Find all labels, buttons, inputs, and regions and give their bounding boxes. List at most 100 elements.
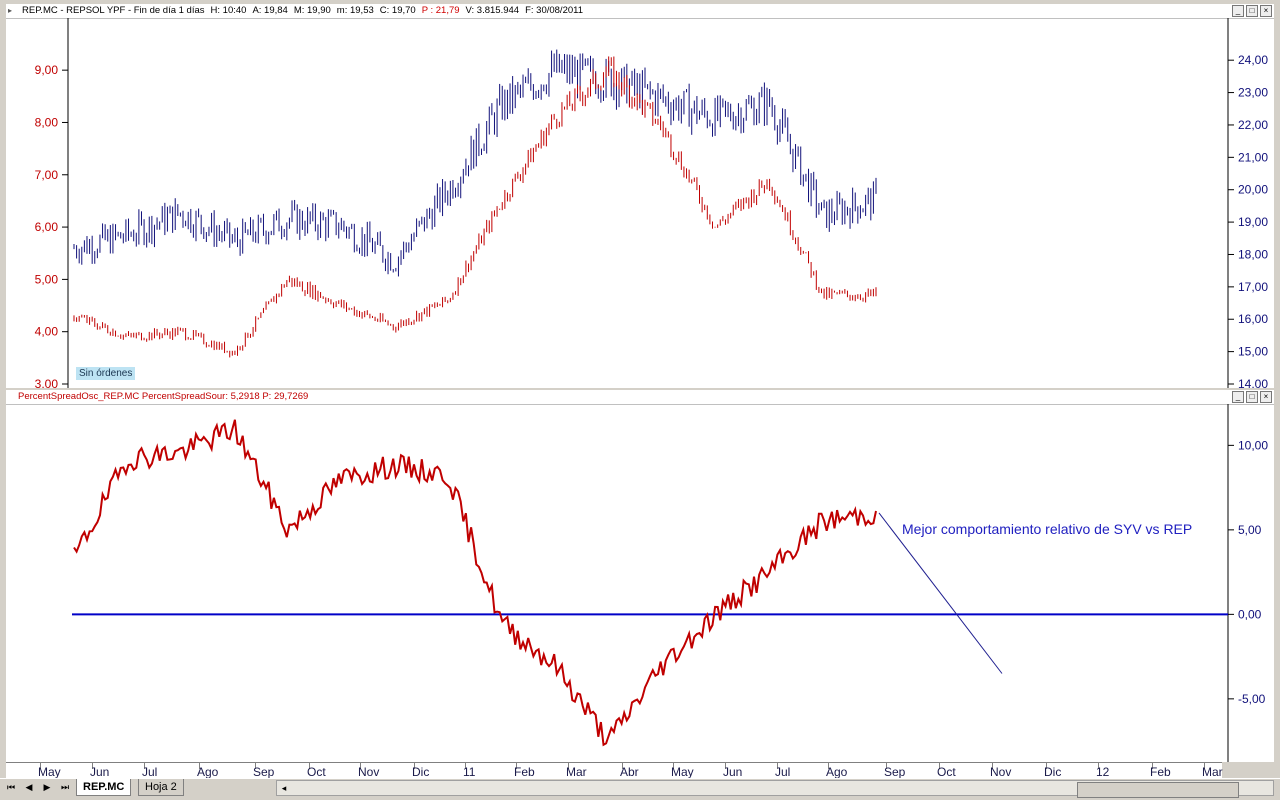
pane-menu-icon[interactable]: ▸ bbox=[8, 6, 13, 15]
x-axis-label: Feb bbox=[514, 765, 535, 779]
horizontal-scrollbar[interactable]: ◂ bbox=[276, 780, 1274, 798]
sheet-tab-bar: ⏮ ◀ ▶ ⏭ REP.MC Hoja 2 ◂ bbox=[0, 778, 1280, 798]
left-axis-tick-label: 3,00 bbox=[35, 377, 59, 388]
osc-axis-tick-label: 10,00 bbox=[1238, 438, 1268, 452]
time-axis: May Jun Jul Ago Sep Oct Nov Dic 11 Feb Mar Abr May Ju… bbox=[6, 762, 1223, 779]
ticker-label: REP.MC - REPSOL YPF - Fin de día 1 días bbox=[22, 5, 205, 16]
x-axis-label: Mar bbox=[1202, 765, 1223, 779]
left-axis-tick-label: 8,00 bbox=[35, 115, 59, 129]
x-axis-label: Feb bbox=[1150, 765, 1171, 779]
x-axis-label: Oct bbox=[307, 765, 326, 779]
x-axis-label: 12 bbox=[1096, 765, 1110, 779]
oscillator-line bbox=[73, 419, 877, 747]
x-axis-tick bbox=[568, 763, 569, 769]
right-axis-tick-label: 21,00 bbox=[1238, 150, 1268, 164]
x-axis-label: May bbox=[671, 765, 694, 779]
x-axis-tick bbox=[255, 763, 256, 769]
x-axis-label: Oct bbox=[937, 765, 956, 779]
x-axis-label: Sep bbox=[884, 765, 906, 779]
price-pane-window-buttons: _ □ × bbox=[1232, 5, 1272, 17]
x-axis-label: May bbox=[38, 765, 61, 779]
price-chart[interactable]: 9,00 8,00 7,00 6,00 5,00 4,00 3,00 24,00 23,00 22… bbox=[6, 18, 1274, 388]
tab-rep-mc[interactable]: REP.MC bbox=[76, 779, 132, 796]
oscillator-pane-titlebar: PercentSpreadOsc_REP.MC PercentSpreadSou… bbox=[6, 390, 1274, 405]
p-value: P : 21,79 bbox=[421, 5, 460, 16]
x-axis-label: Jun bbox=[723, 765, 743, 779]
right-axis-tick-label: 22,00 bbox=[1238, 118, 1268, 132]
x-axis-label: Nov bbox=[990, 765, 1012, 779]
close-icon[interactable]: × bbox=[1260, 5, 1272, 17]
minimize-icon[interactable]: _ bbox=[1232, 5, 1244, 17]
price-pane: ▸ REP.MC - REPSOL YPF - Fin de día 1 días… bbox=[6, 4, 1274, 388]
x-axis-tick bbox=[777, 763, 778, 769]
x-axis-label: Jul bbox=[775, 765, 791, 779]
date-value: F: 30/08/2011 bbox=[525, 5, 584, 16]
close-value: C: 19,70 bbox=[379, 5, 416, 16]
x-axis-label: 11 bbox=[463, 765, 476, 779]
maximize-icon[interactable]: □ bbox=[1246, 5, 1258, 17]
right-axis-tick-label: 16,00 bbox=[1238, 312, 1268, 326]
right-axis-tick-label: 17,00 bbox=[1238, 280, 1268, 294]
x-axis-tick bbox=[516, 763, 517, 769]
osc-axis-tick-label: 0,00 bbox=[1238, 607, 1262, 621]
first-sheet-icon[interactable]: ⏮ bbox=[6, 782, 16, 792]
oscillator-chart[interactable]: 10,00 5,00 0,00 -5,00 Mejor comportamiento r… bbox=[6, 404, 1274, 762]
right-axis-tick-label: 19,00 bbox=[1238, 215, 1268, 229]
annotation-trend-line bbox=[878, 512, 1003, 674]
close-icon[interactable]: × bbox=[1260, 391, 1272, 403]
x-axis-tick bbox=[199, 763, 200, 769]
x-axis-tick bbox=[1152, 763, 1153, 769]
x-axis-label: Sep bbox=[253, 765, 275, 779]
x-axis-tick bbox=[465, 763, 466, 769]
min-value: m: 19,53 bbox=[336, 5, 374, 16]
x-axis-label: Ago bbox=[826, 765, 848, 779]
x-axis-label: Dic bbox=[412, 765, 430, 779]
right-axis-tick-label: 18,00 bbox=[1238, 247, 1268, 261]
high-value: H: 10:40 bbox=[210, 5, 247, 16]
x-axis-tick bbox=[886, 763, 887, 769]
oscillator-title: PercentSpreadOsc_REP.MC PercentSpreadSou… bbox=[18, 391, 309, 402]
x-axis-tick bbox=[939, 763, 940, 769]
x-axis-tick bbox=[673, 763, 674, 769]
x-axis-tick bbox=[92, 763, 93, 769]
last-sheet-icon[interactable]: ⏭ bbox=[60, 782, 70, 792]
price-pane-titlebar: ▸ REP.MC - REPSOL YPF - Fin de día 1 días… bbox=[6, 4, 1274, 19]
left-axis-tick-label: 6,00 bbox=[35, 220, 59, 234]
maximize-icon[interactable]: □ bbox=[1246, 391, 1258, 403]
x-axis-tick bbox=[1098, 763, 1099, 769]
x-axis-label: Nov bbox=[358, 765, 380, 779]
x-axis-tick bbox=[414, 763, 415, 769]
x-axis-tick bbox=[1204, 763, 1205, 769]
oscillator-window-buttons: _ □ × bbox=[1232, 391, 1272, 403]
x-axis-label: Jun bbox=[90, 765, 110, 779]
scroll-left-icon[interactable]: ◂ bbox=[281, 783, 287, 793]
x-axis-tick bbox=[828, 763, 829, 769]
minimize-icon[interactable]: _ bbox=[1232, 391, 1244, 403]
scroll-thumb[interactable] bbox=[1077, 782, 1239, 798]
red-price-series bbox=[73, 56, 877, 358]
x-axis-tick bbox=[360, 763, 361, 769]
x-axis-label: Ago bbox=[197, 765, 219, 779]
prev-sheet-icon[interactable]: ◀ bbox=[25, 782, 33, 792]
right-axis-tick-label: 24,00 bbox=[1238, 53, 1268, 67]
x-axis-tick bbox=[309, 763, 310, 769]
blue-price-series bbox=[73, 49, 877, 277]
a-value: A: 19,84 bbox=[252, 5, 288, 16]
orders-status-badge: Sin órdenes bbox=[76, 367, 136, 380]
x-axis-label: Abr bbox=[620, 765, 639, 779]
right-axis-tick-label: 14,00 bbox=[1238, 377, 1268, 388]
next-sheet-icon[interactable]: ▶ bbox=[43, 782, 51, 792]
x-axis-label: Jul bbox=[142, 765, 158, 779]
volume-value: V: 3.815.944 bbox=[465, 5, 520, 16]
x-axis-tick bbox=[725, 763, 726, 769]
left-axis-tick-label: 5,00 bbox=[35, 272, 59, 286]
right-axis-tick-label: 23,00 bbox=[1238, 86, 1268, 100]
oscillator-pane: PercentSpreadOsc_REP.MC PercentSpreadSou… bbox=[6, 390, 1274, 762]
max-value: M: 19,90 bbox=[293, 5, 331, 16]
right-axis-tick-label: 20,00 bbox=[1238, 183, 1268, 197]
left-axis-tick-label: 7,00 bbox=[35, 168, 59, 182]
x-axis-label: Mar bbox=[566, 765, 587, 779]
tab-hoja-2[interactable]: Hoja 2 bbox=[138, 779, 184, 796]
left-axis-tick-label: 4,00 bbox=[35, 325, 59, 339]
osc-axis-tick-label: -5,00 bbox=[1238, 692, 1266, 706]
